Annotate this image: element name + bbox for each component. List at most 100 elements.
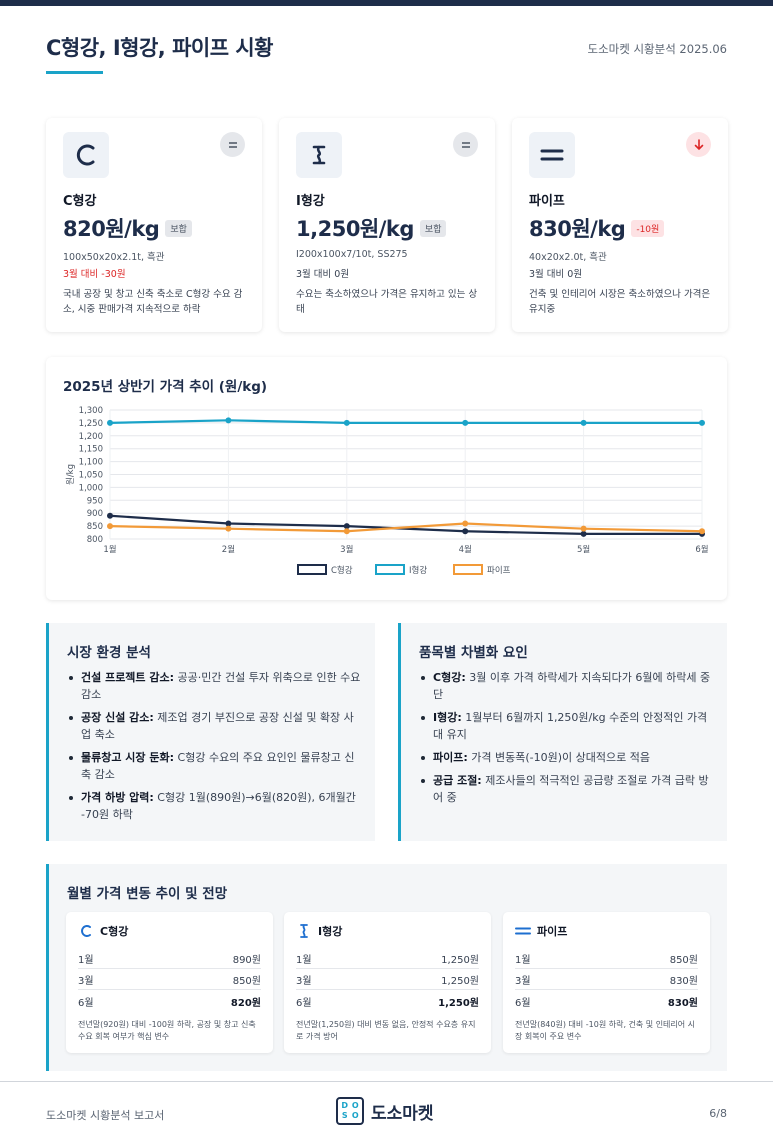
footer-divider — [0, 1081, 773, 1082]
monthly-note: 전년말(1,250원) 대비 변동 없음, 안정적 수요층 유지로 가격 방어 — [296, 1020, 476, 1041]
price-change: 3월 대비 0원 — [529, 269, 583, 280]
legend-label: C형강 — [331, 565, 353, 576]
product-name: 파이프 — [529, 194, 565, 209]
product-card-pipe: 파이프 830원/kg -10원 40x20x2.0t, 흑관 3월 대비 0원… — [512, 118, 728, 332]
product-description: 국내 공장 및 창고 신축 축소로 C형강 수요 감소, 시중 판매가격 지속적… — [63, 289, 243, 315]
panel-title: 품목별 차별화 요인 — [419, 645, 528, 661]
data-point — [107, 512, 113, 519]
list-item: 건설 프로젝트 감소: 공공·민간 건설 투자 위축으로 인한 수요 감소 — [67, 669, 362, 703]
product-description: 건축 및 인테리어 시장은 축소하였으나 가격은 유지중 — [529, 289, 711, 315]
data-point — [699, 528, 705, 535]
y-tick-label: 950 — [87, 496, 103, 506]
footer-report-name: 도소마켓 시황분석 보고서 — [46, 1109, 165, 1122]
legend-label: 파이프 — [487, 565, 511, 576]
equal-icon — [220, 132, 245, 157]
status-badge: 보합 — [165, 219, 192, 237]
i-beam-icon — [296, 132, 342, 178]
x-tick-label: 3월 — [340, 544, 353, 555]
legend-label: I형강 — [409, 565, 427, 576]
pipe-icon — [529, 132, 575, 178]
x-tick-label: 2월 — [222, 544, 235, 555]
report-meta: 도소마켓 시황분석 2025.06 — [587, 42, 727, 56]
product-spec: I200x100x7/10t, SS275 — [296, 249, 408, 260]
table-row: 6월 1,250원 — [296, 997, 479, 1009]
product-price: 820원/kg — [63, 217, 160, 241]
data-point — [462, 520, 469, 527]
monthly-outlook-section: 월별 가격 변동 추이 및 전망 C형강 1월 890원 3월 850원 6월 820… — [46, 864, 727, 1071]
market-analysis-list: 건설 프로젝트 감소: 공공·민간 건설 투자 위축으로 인한 수요 감소 공장… — [67, 669, 362, 829]
series-line — [109, 514, 702, 535]
x-tick-label: 6월 — [695, 544, 708, 555]
c-channel-icon — [78, 923, 94, 939]
list-item: 공급 조절: 제조사들의 적극적인 공급량 조절로 가격 급락 방어 중 — [419, 772, 714, 806]
product-spec: 100x50x20x2.1t, 흑관 — [63, 252, 165, 263]
product-spec: 40x20x2.0t, 흑관 — [529, 252, 607, 263]
section-title: 월별 가격 변동 추이 및 전망 — [67, 886, 228, 902]
data-point — [343, 523, 350, 530]
x-tick-label: 1월 — [103, 544, 116, 555]
price-change: 3월 대비 -30원 — [63, 269, 126, 280]
data-point — [580, 419, 587, 426]
market-analysis-panel: 시장 환경 분석 건설 프로젝트 감소: 공공·민간 건설 투자 위축으로 인한… — [46, 623, 375, 841]
list-item: 파이프: 가격 변동폭(-10원)이 상대적으로 적음 — [419, 749, 714, 766]
status-badge: 보합 — [419, 219, 447, 237]
monthly-card-title: 파이프 — [537, 925, 568, 938]
table-row: 6월 820원 — [78, 997, 261, 1009]
price-trend-chart: 2025년 상반기 가격 추이 (원/kg) 800 850 900 950 1,000… — [46, 357, 727, 600]
legend-swatch — [297, 564, 327, 575]
y-tick-label: 1,300 — [79, 406, 103, 416]
y-tick-label: 1,000 — [79, 483, 103, 493]
data-point — [343, 419, 350, 426]
panel-title: 시장 환경 분석 — [67, 645, 151, 661]
data-point — [225, 525, 232, 532]
product-card-i-beam: I형강 1,250원/kg 보합 I200x100x7/10t, SS275 3… — [279, 118, 495, 332]
table-row: 3월 830원 — [515, 970, 698, 990]
differentiation-panel: 품목별 차별화 요인 C형강: 3월 이후 가격 하락세가 지속되다가 6월에 … — [398, 623, 727, 841]
table-row: 1월 850원 — [515, 949, 698, 969]
monthly-note: 전년말(840원) 대비 -10원 하락, 건축 및 인테리어 시장 회복이 주… — [515, 1020, 696, 1041]
product-card-c-channel: C형강 820원/kg 보합 100x50x20x2.1t, 흑관 3월 대비 … — [46, 118, 262, 332]
top-bar — [0, 0, 773, 6]
data-point — [699, 419, 705, 426]
monthly-card-title: C형강 — [100, 925, 129, 938]
differentiation-list: C형강: 3월 이후 가격 하락세가 지속되다가 6월에 하락세 중단 I형강:… — [419, 669, 714, 812]
data-point — [580, 530, 587, 537]
table-row: 1월 890원 — [78, 949, 261, 969]
brand-name: 도소마켓 — [371, 1103, 434, 1124]
legend-swatch — [453, 564, 483, 575]
list-item: 가격 하방 압력: C형강 1월(890원)→6월(820원), 6개월간 -7… — [67, 789, 362, 823]
monthly-card-pipe: 파이프 1월 850원 3월 830원 6월 830원 전년말(840원) 대비 -1… — [503, 912, 710, 1053]
product-name: C형강 — [63, 194, 97, 209]
product-price: 1,250원/kg — [296, 217, 414, 241]
data-point — [462, 419, 469, 426]
pipe-icon — [515, 923, 531, 939]
product-name: I형강 — [296, 194, 325, 209]
product-description: 수요는 축소하였으나 가격은 유지하고 있는 상태 — [296, 289, 478, 315]
list-item: I형강: 1월부터 6월까지 1,250원/kg 수준의 안정적인 가격대 유지 — [419, 709, 714, 743]
data-point — [107, 419, 113, 426]
table-row: 1월 1,250원 — [296, 949, 479, 969]
equal-icon — [453, 132, 478, 157]
data-point — [107, 523, 113, 530]
arrow-down-icon — [686, 132, 711, 157]
page-number: 6/8 — [709, 1107, 727, 1120]
monthly-note: 전년말(920원) 대비 -100원 하락, 공장 및 창고 신축 수요 회복 … — [78, 1020, 256, 1041]
monthly-card-c-channel: C형강 1월 890원 3월 850원 6월 820원 전년말(920원) 대비 -1… — [66, 912, 273, 1053]
monthly-card-title: I형강 — [318, 925, 343, 938]
data-point — [225, 417, 232, 424]
series-line — [109, 419, 702, 425]
y-tick-label: 1,050 — [79, 471, 103, 481]
series-line — [109, 522, 703, 533]
x-tick-label: 4월 — [459, 544, 472, 555]
y-tick-label: 800 — [87, 535, 103, 545]
c-channel-icon — [63, 132, 109, 178]
status-badge: -10원 — [631, 219, 665, 237]
data-point — [462, 528, 469, 535]
y-axis-label: 원/kg — [66, 464, 76, 485]
product-price: 830원/kg — [529, 217, 626, 241]
chart-title: 2025년 상반기 가격 추이 (원/kg) — [63, 379, 268, 395]
y-tick-label: 1,150 — [79, 445, 103, 455]
list-item: 공장 신설 감소: 제조업 경기 부진으로 공장 신설 및 확장 사업 축소 — [67, 709, 362, 743]
